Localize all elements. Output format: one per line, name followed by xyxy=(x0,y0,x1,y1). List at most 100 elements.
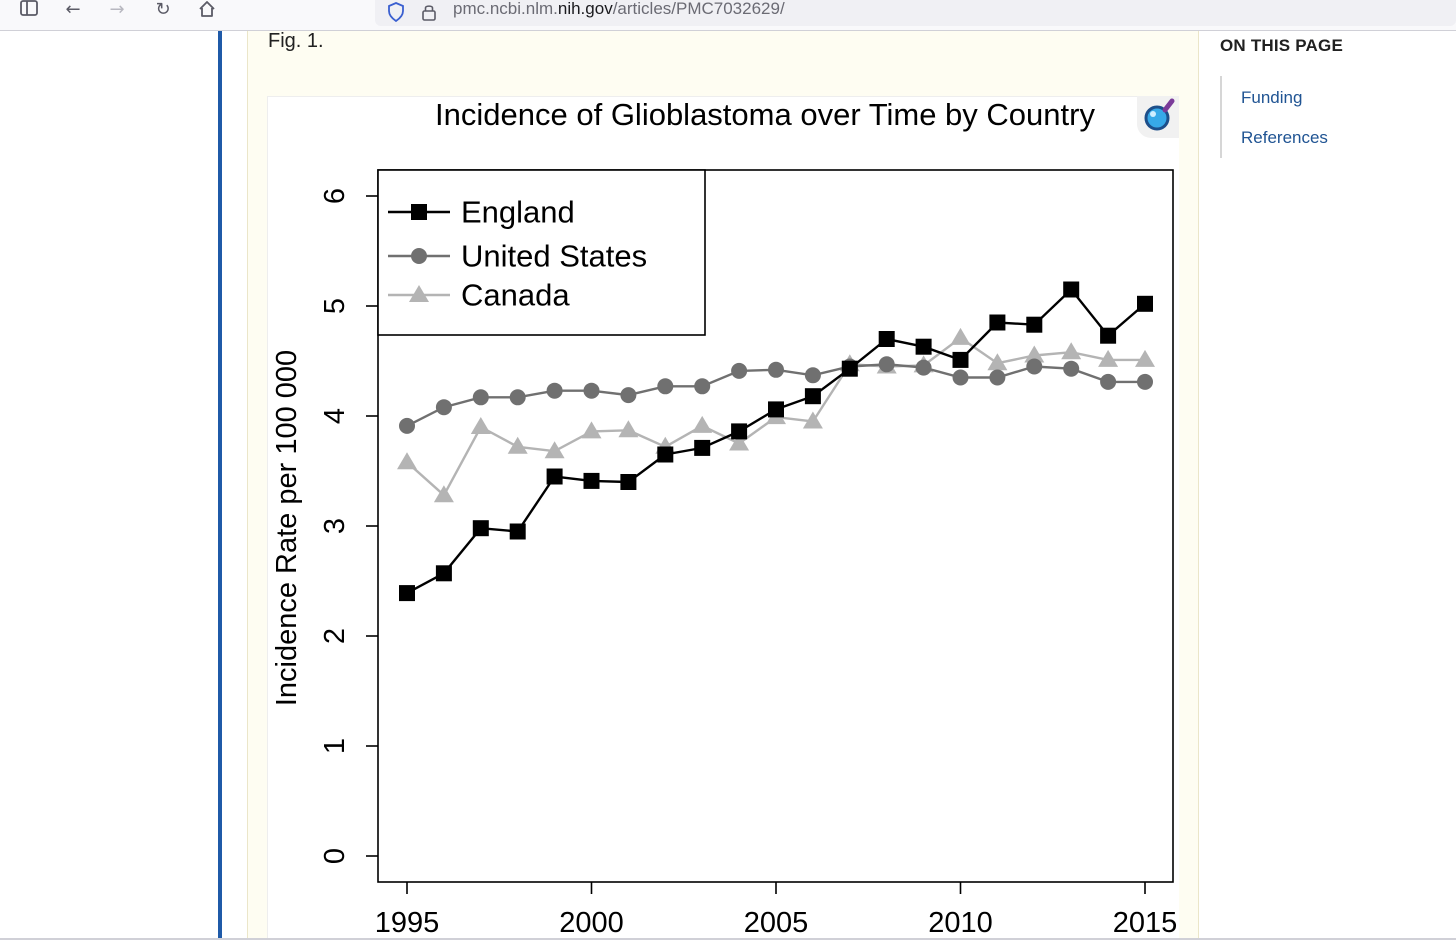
data-point xyxy=(804,367,821,384)
data-point xyxy=(1026,358,1043,375)
data-point xyxy=(952,351,969,368)
y-tick-label: 1 xyxy=(319,738,351,754)
data-point xyxy=(987,353,1008,371)
data-point xyxy=(694,439,711,456)
data-point xyxy=(1024,345,1045,363)
y-tick-label: 3 xyxy=(319,518,351,534)
lock-icon[interactable] xyxy=(421,3,437,21)
y-axis-label: Incidence Rate per 100 000 xyxy=(271,350,303,706)
data-point xyxy=(657,378,674,395)
legend-label: United States xyxy=(461,239,647,274)
legend-marker xyxy=(411,248,427,264)
data-point xyxy=(583,472,600,489)
magnifier-icon xyxy=(1144,98,1175,131)
data-point xyxy=(1098,349,1119,367)
data-point xyxy=(915,359,932,376)
data-point xyxy=(878,356,895,373)
data-point xyxy=(1063,281,1080,298)
data-point xyxy=(546,382,563,399)
legend-label: England xyxy=(461,195,575,230)
data-point xyxy=(731,423,748,440)
x-tick-label: 2015 xyxy=(1113,907,1178,939)
sidebar-link-funding[interactable]: Funding xyxy=(1241,88,1303,107)
data-point xyxy=(1137,295,1153,312)
data-point xyxy=(1026,316,1043,333)
data-point xyxy=(989,314,1006,331)
legend-box xyxy=(377,169,706,336)
data-point xyxy=(544,441,565,459)
data-point xyxy=(472,389,489,406)
series-england xyxy=(399,281,1153,602)
browser-toolbar: ← → ↻ pmc.ncbi.nlm.nih.gov/articles/PMC7… xyxy=(0,0,1456,31)
data-point xyxy=(399,585,415,602)
on-this-page-rule xyxy=(1220,76,1222,158)
sidebar-link-references[interactable]: References xyxy=(1241,128,1328,147)
data-point xyxy=(1137,373,1153,390)
y-tick-label: 6 xyxy=(319,188,351,204)
data-point xyxy=(1100,327,1117,344)
data-point xyxy=(620,387,637,404)
data-point xyxy=(1063,360,1080,377)
data-point xyxy=(804,388,821,405)
data-point xyxy=(546,468,563,485)
data-point xyxy=(841,360,858,377)
data-point xyxy=(1135,349,1155,367)
x-tick-label: 1995 xyxy=(375,907,440,939)
data-point xyxy=(657,446,674,463)
data-point xyxy=(435,565,452,582)
data-point xyxy=(399,417,415,434)
y-tick-label: 4 xyxy=(319,408,351,424)
data-point xyxy=(915,338,932,355)
data-point xyxy=(989,369,1006,386)
data-point xyxy=(878,331,895,347)
data-point xyxy=(581,421,602,439)
data-point xyxy=(509,523,526,540)
y-tick-label: 5 xyxy=(319,298,351,314)
data-point xyxy=(433,485,454,503)
x-tick-label: 2000 xyxy=(559,907,624,939)
article-accent-rule xyxy=(218,31,222,940)
data-point xyxy=(507,436,528,454)
data-point xyxy=(729,433,750,451)
chart-title: Incidence of Glioblastoma over Time by C… xyxy=(435,97,1095,132)
tracking-shield-icon[interactable] xyxy=(387,2,405,22)
data-point xyxy=(692,415,713,433)
data-point xyxy=(768,361,784,378)
data-point xyxy=(802,411,823,429)
data-point xyxy=(1061,342,1082,360)
data-point xyxy=(620,474,637,490)
figure-label: Fig. 1. xyxy=(268,30,324,52)
y-tick-label: 0 xyxy=(319,848,351,864)
data-point xyxy=(397,452,417,470)
data-point xyxy=(1100,373,1117,390)
data-point xyxy=(952,369,969,386)
back-arrow-icon[interactable]: ← xyxy=(65,0,81,20)
data-point xyxy=(694,378,711,395)
home-icon[interactable] xyxy=(194,0,220,22)
reload-icon[interactable]: ↻ xyxy=(155,0,171,20)
x-tick-label: 2010 xyxy=(928,907,993,939)
data-point xyxy=(950,327,971,345)
address-bar[interactable]: pmc.ncbi.nlm.nih.gov/articles/PMC7032629… xyxy=(375,0,1456,26)
legend-marker xyxy=(411,204,427,220)
on-this-page-title: ON THIS PAGE xyxy=(1220,36,1343,55)
data-point xyxy=(509,389,526,406)
data-point xyxy=(583,382,600,399)
series-united-states xyxy=(399,356,1153,434)
data-point xyxy=(435,399,452,416)
data-point xyxy=(768,401,784,418)
window-bottom-edge xyxy=(0,938,1456,940)
forward-arrow-icon[interactable]: → xyxy=(109,0,125,20)
legend-label: Canada xyxy=(461,278,570,313)
data-point xyxy=(470,417,491,434)
figure-zoom-button[interactable] xyxy=(1137,96,1179,138)
sidebar-toggle-icon[interactable] xyxy=(16,0,42,22)
data-point xyxy=(731,362,748,379)
y-tick-label: 2 xyxy=(319,628,351,644)
legend-marker xyxy=(409,285,429,302)
x-tick-label: 2005 xyxy=(744,907,809,939)
data-point xyxy=(472,520,489,537)
url-text[interactable]: pmc.ncbi.nlm.nih.gov/articles/PMC7032629… xyxy=(453,0,785,18)
data-point xyxy=(618,420,639,438)
